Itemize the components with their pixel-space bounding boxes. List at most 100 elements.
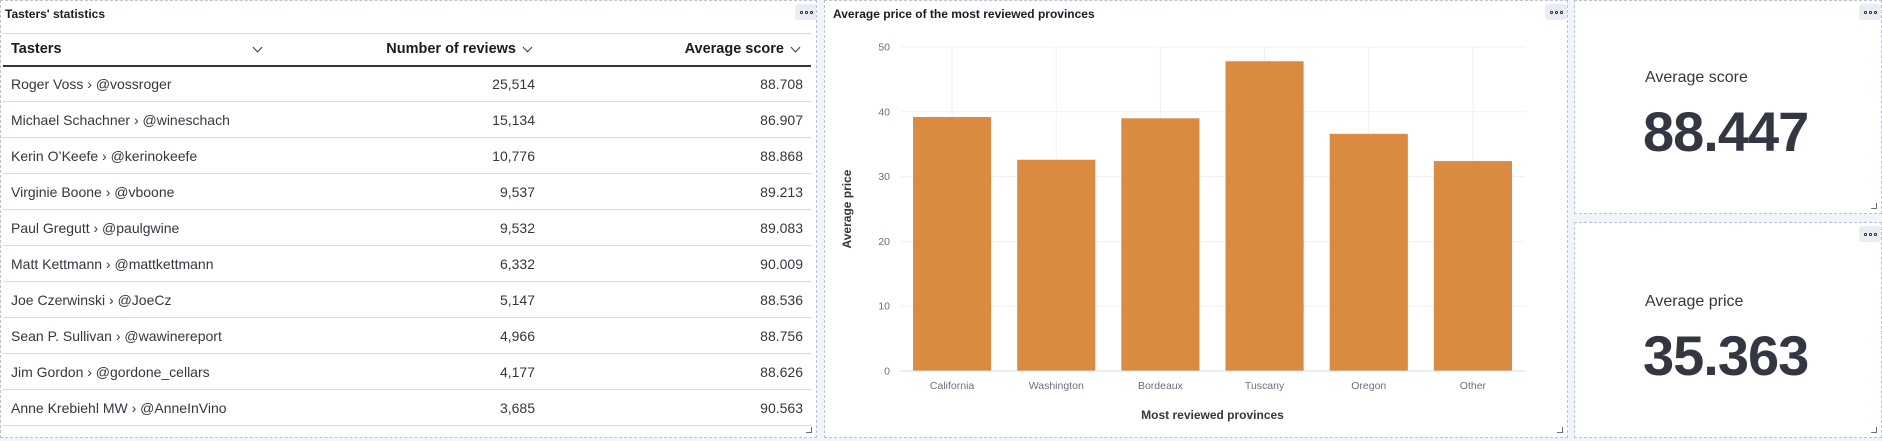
- score-cell: 88.626: [543, 353, 811, 390]
- taster-cell[interactable]: Matt Kettmann › @mattkettmann: [3, 245, 273, 282]
- reviews-cell: 15,134: [273, 101, 543, 138]
- table-row: Anne Krebiehl MW › @AnneInVino 3,685 90.…: [3, 389, 811, 426]
- reviews-cell: 5,147: [273, 281, 543, 318]
- taster-cell[interactable]: Kerin O’Keefe › @kerinokeefe: [3, 137, 273, 174]
- bar-bordeaux: [1121, 118, 1200, 371]
- score-cell: 86.907: [543, 101, 811, 138]
- chevron-down-icon[interactable]: [790, 42, 801, 53]
- reviews-cell: 4,966: [273, 317, 543, 354]
- resize-handle-icon[interactable]: [1871, 427, 1877, 433]
- y-tick-label: 20: [878, 236, 890, 248]
- reviews-cell: 9,532: [273, 209, 543, 246]
- reviews-cell: 3,685: [273, 389, 543, 426]
- taster-name[interactable]: Virginie Boone › @vboone: [11, 183, 175, 200]
- column-header-label: Tasters: [11, 41, 62, 58]
- score-cell: 88.756: [543, 317, 811, 354]
- x-tick-label: Other: [1460, 380, 1487, 392]
- taster-name[interactable]: Kerin O’Keefe › @kerinokeefe: [11, 147, 198, 164]
- taster-name[interactable]: Sean P. Sullivan › @wawinereport: [11, 327, 222, 344]
- reviews-cell: 10,776: [273, 137, 543, 174]
- taster-cell[interactable]: Michael Schachner › @wineschach: [3, 101, 273, 138]
- table-row: Kerin O’Keefe › @kerinokeefe 10,776 88.8…: [3, 137, 811, 174]
- table-row: Joe Czerwinski › @JoeCz 5,147 88.536: [3, 281, 811, 318]
- score-cell: 88.536: [543, 281, 811, 318]
- y-tick-label: 40: [878, 106, 890, 118]
- taster-name[interactable]: Michael Schachner › @wineschach: [11, 111, 230, 128]
- taster-cell[interactable]: Anne Krebiehl MW › @AnneInVino: [3, 389, 273, 426]
- chevron-down-icon[interactable]: [522, 42, 533, 53]
- taster-cell[interactable]: Roger Voss › @vossroger: [3, 65, 273, 102]
- x-tick-label: Washington: [1029, 380, 1084, 392]
- table-row: Jim Gordon › @gordone_cellars 4,177 88.6…: [3, 353, 811, 390]
- table-row: Virginie Boone › @vboone 9,537 89.213: [3, 173, 811, 210]
- tasters-table: Tasters Number of reviews Average score …: [3, 33, 811, 426]
- panel-options-icon[interactable]: [795, 4, 816, 20]
- score-cell: 88.708: [543, 65, 811, 102]
- table-row: Michael Schachner › @wineschach 15,134 8…: [3, 101, 811, 138]
- taster-name[interactable]: Matt Kettmann › @mattkettmann: [11, 255, 214, 272]
- metric-value: 88.447: [1643, 100, 1809, 163]
- average-price-metric-panel: Average price 35.363: [1574, 222, 1882, 438]
- table-row: Paul Gregutt › @paulgwine 9,532 89.083: [3, 209, 811, 246]
- score-cell: 88.868: [543, 137, 811, 174]
- resize-handle-icon[interactable]: [806, 427, 812, 433]
- metric-label: Average price: [1645, 293, 1744, 310]
- y-axis-label: Average price: [840, 169, 854, 248]
- y-tick-label: 0: [884, 366, 890, 378]
- x-tick-label: Oregon: [1351, 380, 1386, 392]
- tasters-statistics-panel: Tasters' statistics Tasters Number of re…: [0, 0, 817, 438]
- bar-washington: [1017, 159, 1096, 371]
- taster-name[interactable]: Joe Czerwinski › @JoeCz: [11, 291, 172, 308]
- bar-other: [1433, 161, 1512, 371]
- reviews-cell: 25,514: [273, 65, 543, 102]
- x-axis-label: Most reviewed provinces: [1141, 408, 1284, 422]
- average-score-metric-panel: Average score 88.447: [1574, 0, 1882, 214]
- bar-tuscany: [1225, 61, 1304, 371]
- column-header-average-score[interactable]: Average score: [543, 33, 811, 67]
- x-tick-label: Tuscany: [1245, 380, 1285, 392]
- score-cell: 89.213: [543, 173, 811, 210]
- taster-cell[interactable]: Virginie Boone › @vboone: [3, 173, 273, 210]
- score-cell: 90.009: [543, 245, 811, 282]
- y-tick-label: 50: [878, 42, 890, 54]
- x-tick-label: Bordeaux: [1138, 380, 1184, 392]
- taster-name[interactable]: Anne Krebiehl MW › @AnneInVino: [11, 399, 227, 416]
- y-tick-label: 10: [878, 301, 890, 313]
- panel-options-icon[interactable]: [1545, 4, 1567, 20]
- average-price-chart-panel: Average price of the most reviewed provi…: [824, 0, 1568, 438]
- table-row: Matt Kettmann › @mattkettmann 6,332 90.0…: [3, 245, 811, 282]
- reviews-cell: 6,332: [273, 245, 543, 282]
- bar-california: [913, 116, 992, 371]
- score-cell: 89.083: [543, 209, 811, 246]
- y-tick-label: 30: [878, 171, 890, 183]
- panel-title: Average price of the most reviewed provi…: [833, 7, 1095, 21]
- panel-options-icon[interactable]: [1859, 4, 1881, 20]
- taster-cell[interactable]: Sean P. Sullivan › @wawinereport: [3, 317, 273, 354]
- taster-cell[interactable]: Jim Gordon › @gordone_cellars: [3, 353, 273, 390]
- resize-handle-icon[interactable]: [1557, 427, 1563, 433]
- taster-name[interactable]: Jim Gordon › @gordone_cellars: [11, 363, 210, 380]
- reviews-cell: 4,177: [273, 353, 543, 390]
- table-row: Roger Voss › @vossroger 25,514 88.708: [3, 65, 811, 102]
- column-header-label: Average score: [684, 41, 784, 58]
- taster-cell[interactable]: Joe Czerwinski › @JoeCz: [3, 281, 273, 318]
- table-header-row: Tasters Number of reviews Average score: [3, 33, 811, 67]
- table-row: Sean P. Sullivan › @wawinereport 4,966 8…: [3, 317, 811, 354]
- metric-value: 35.363: [1643, 324, 1809, 387]
- taster-name[interactable]: Paul Gregutt › @paulgwine: [11, 219, 180, 236]
- metric-label: Average score: [1645, 69, 1748, 86]
- panel-title: Tasters' statistics: [5, 7, 106, 21]
- taster-name[interactable]: Roger Voss › @vossroger: [11, 75, 172, 92]
- column-header-number-of-reviews[interactable]: Number of reviews: [273, 33, 543, 67]
- bar-chart: 0 10 20 30 40 50 California Washington Bordeaux T…: [840, 42, 1525, 422]
- column-header-tasters[interactable]: Tasters: [3, 33, 273, 67]
- bar-oregon: [1329, 133, 1408, 371]
- chevron-down-icon[interactable]: [252, 42, 263, 53]
- score-cell: 90.563: [543, 389, 811, 426]
- panel-options-icon[interactable]: [1859, 226, 1881, 242]
- resize-handle-icon[interactable]: [1871, 203, 1877, 209]
- x-tick-label: California: [930, 380, 975, 392]
- taster-cell[interactable]: Paul Gregutt › @paulgwine: [3, 209, 273, 246]
- reviews-cell: 9,537: [273, 173, 543, 210]
- column-header-label: Number of reviews: [386, 41, 516, 58]
